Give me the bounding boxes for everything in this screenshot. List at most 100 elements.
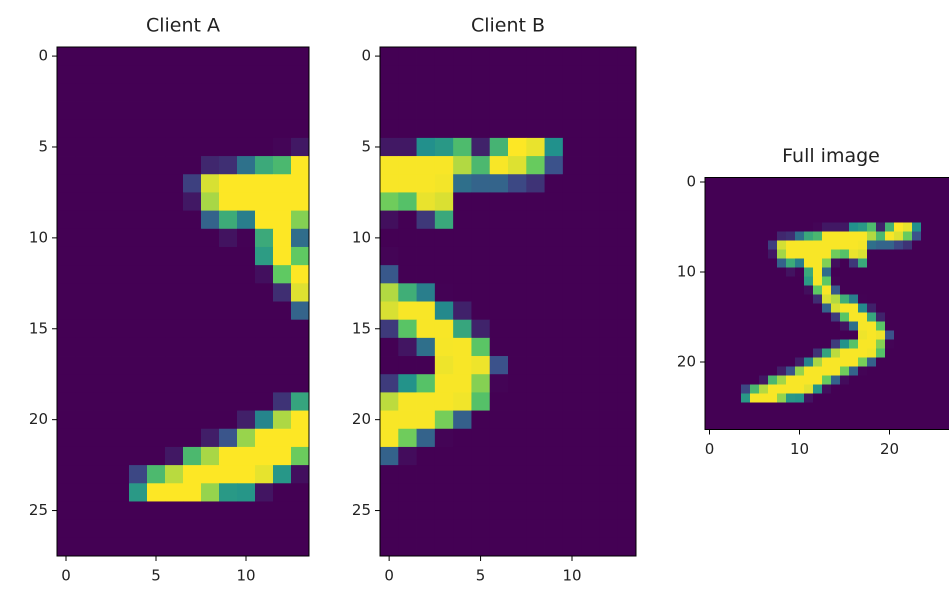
cell xyxy=(563,374,582,393)
cell xyxy=(183,465,201,484)
cell xyxy=(581,338,600,357)
cell xyxy=(490,356,509,375)
cell xyxy=(490,302,509,321)
cell xyxy=(75,302,93,321)
cell xyxy=(563,520,582,539)
cell xyxy=(93,447,111,466)
cell xyxy=(398,501,417,520)
cell xyxy=(599,102,618,121)
cell xyxy=(840,403,849,412)
cell xyxy=(435,429,454,448)
cell xyxy=(741,205,750,214)
cell xyxy=(786,277,795,286)
cell xyxy=(714,232,723,241)
cell xyxy=(545,338,564,357)
cell xyxy=(795,241,804,250)
cell xyxy=(822,196,831,205)
cell xyxy=(618,174,637,193)
cell xyxy=(165,465,183,484)
cell xyxy=(183,211,201,230)
cell xyxy=(849,223,858,232)
cell xyxy=(714,286,723,295)
cell xyxy=(508,102,527,121)
cell xyxy=(563,283,582,302)
cell xyxy=(563,65,582,84)
cell xyxy=(903,367,912,376)
cell xyxy=(813,367,822,376)
cell xyxy=(453,83,472,102)
cell xyxy=(885,349,894,358)
cell xyxy=(930,331,939,340)
cell xyxy=(777,295,786,304)
cell xyxy=(903,394,912,403)
y-tick-label: 20 xyxy=(352,410,371,428)
cell xyxy=(526,447,545,466)
cell xyxy=(705,412,714,421)
cell xyxy=(291,229,309,248)
cell xyxy=(129,83,147,102)
cell xyxy=(723,340,732,349)
cell xyxy=(471,102,490,121)
cell xyxy=(714,358,723,367)
cell xyxy=(858,196,867,205)
cell xyxy=(545,302,564,321)
cell xyxy=(741,214,750,223)
cell xyxy=(804,241,813,250)
cell xyxy=(291,374,309,393)
cell xyxy=(741,349,750,358)
cell xyxy=(705,376,714,385)
cell xyxy=(147,120,165,139)
cell xyxy=(867,313,876,322)
cell xyxy=(599,211,618,230)
cell xyxy=(804,250,813,259)
cell xyxy=(581,465,600,484)
cell xyxy=(795,187,804,196)
cell xyxy=(563,120,582,139)
cell xyxy=(912,214,921,223)
cell xyxy=(786,295,795,304)
cell xyxy=(380,283,399,302)
cell xyxy=(939,331,948,340)
cell xyxy=(526,338,545,357)
cell xyxy=(768,376,777,385)
cell xyxy=(490,483,509,502)
cell xyxy=(894,412,903,421)
cell xyxy=(849,268,858,277)
cell xyxy=(777,250,786,259)
cell xyxy=(435,174,454,193)
cell xyxy=(618,102,637,121)
x-tick-label: 0 xyxy=(705,440,715,458)
cell xyxy=(380,265,399,284)
cell xyxy=(147,156,165,175)
cell xyxy=(417,392,436,411)
cell xyxy=(93,83,111,102)
cell xyxy=(705,241,714,250)
cell xyxy=(471,411,490,430)
cell xyxy=(759,394,768,403)
cell xyxy=(921,358,930,367)
cell xyxy=(490,538,509,557)
cell xyxy=(165,483,183,502)
cell xyxy=(93,247,111,266)
cell xyxy=(471,374,490,393)
cell xyxy=(599,465,618,484)
cell xyxy=(723,358,732,367)
x-tick-label: 0 xyxy=(384,567,394,585)
cell xyxy=(526,156,545,175)
cell xyxy=(147,83,165,102)
cell xyxy=(867,277,876,286)
cell xyxy=(545,538,564,557)
cell xyxy=(831,241,840,250)
cell xyxy=(129,47,147,66)
cell xyxy=(453,338,472,357)
cell xyxy=(291,320,309,339)
cell xyxy=(831,178,840,187)
cell xyxy=(93,538,111,557)
cell xyxy=(876,394,885,403)
cell xyxy=(471,392,490,411)
cell xyxy=(599,520,618,539)
cell xyxy=(380,429,399,448)
cell xyxy=(111,65,129,84)
cell xyxy=(201,83,219,102)
cell xyxy=(831,376,840,385)
